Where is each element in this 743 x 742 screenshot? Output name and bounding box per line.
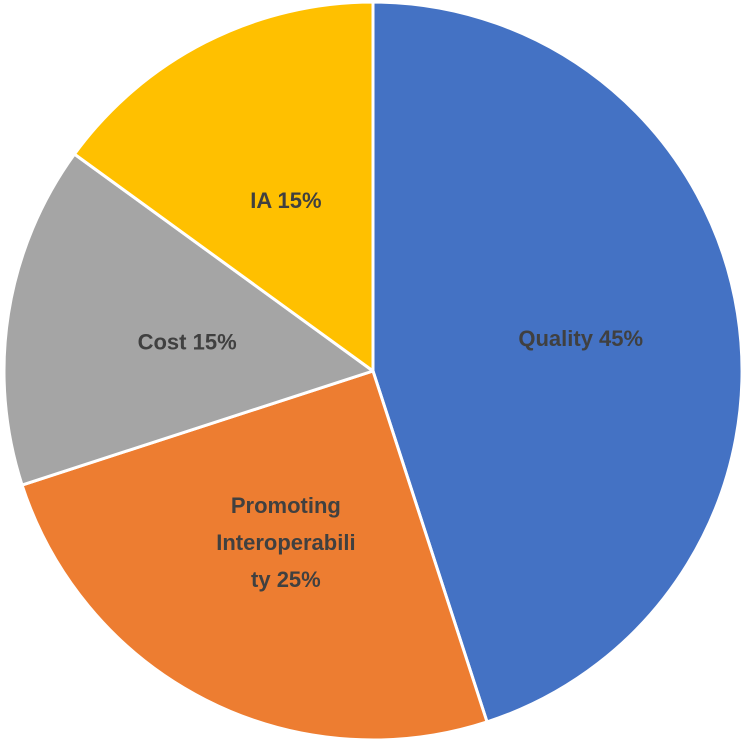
pie-label-line: Quality 45% (518, 326, 643, 351)
pie-slice-ia (72, 0, 375, 373)
pie-label-line: IA 15% (250, 188, 321, 213)
pie-slice-promoting-interoperability (20, 369, 489, 742)
pie-labels: Quality 45% Promoting Interoperabili ty 25%… (138, 188, 643, 592)
pie-label-ia: IA 15% (250, 188, 321, 213)
pie-slice-cost (2, 152, 375, 487)
pie-label-line: Interoperabili (216, 530, 355, 555)
pie-label-line: ty 25% (251, 567, 321, 592)
pie-label-cost: Cost 15% (138, 330, 237, 355)
pie-label-quality: Quality 45% (518, 326, 643, 351)
pie-label-promoting-interoperability: Promoting Interoperabili ty 25% (216, 493, 355, 592)
pie-label-line: Cost 15% (138, 330, 237, 355)
pie-label-line: Promoting (231, 493, 341, 518)
pie-slice-quality (371, 0, 743, 724)
